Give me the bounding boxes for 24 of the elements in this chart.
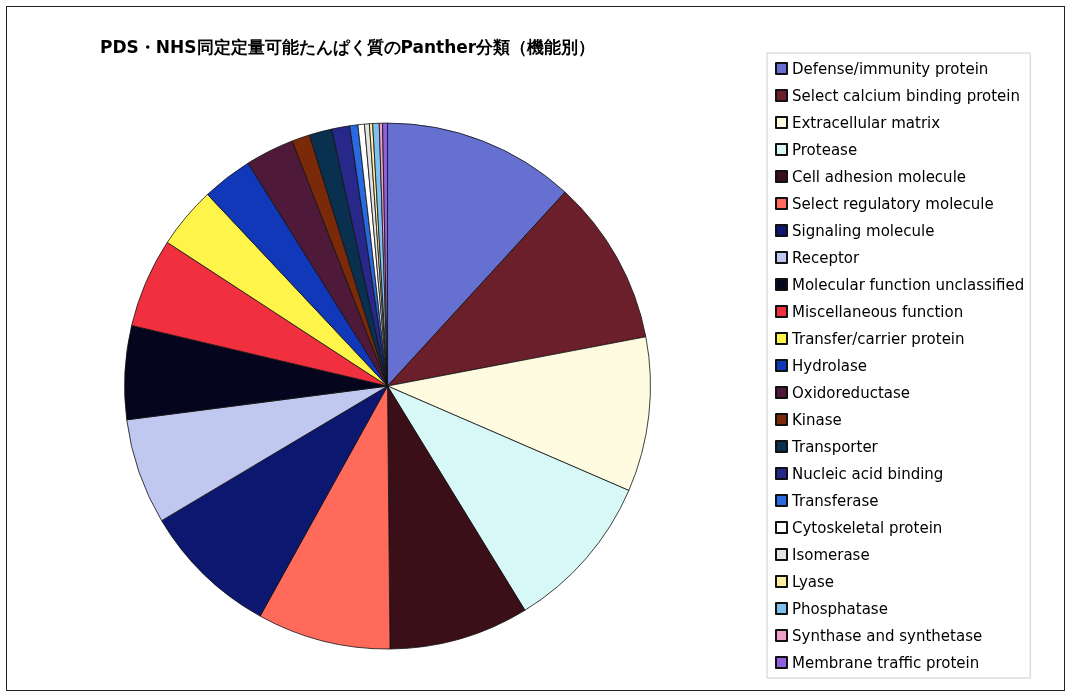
legend-label: Defense/immunity protein bbox=[792, 59, 989, 78]
legend-label: Cytoskeletal protein bbox=[792, 518, 943, 537]
legend-label: Extracellular matrix bbox=[792, 113, 941, 132]
legend-label: Isomerase bbox=[792, 545, 870, 564]
legend-label: Transfer/carrier protein bbox=[791, 329, 965, 348]
legend-label: Receptor bbox=[792, 248, 861, 267]
chart-title: PDS・NHS同定定量可能たんぱく質のPanther分類（機能別） bbox=[100, 36, 596, 57]
legend-label: Protease bbox=[792, 140, 858, 159]
legend-label: Select regulatory molecule bbox=[792, 194, 994, 213]
legend-label: Hydrolase bbox=[792, 356, 868, 375]
legend-label: Signaling molecule bbox=[792, 221, 935, 240]
legend-label: Transferase bbox=[791, 491, 879, 510]
legend-label: Kinase bbox=[792, 410, 842, 429]
legend-label: Phosphatase bbox=[792, 599, 888, 618]
legend-label: Miscellaneous function bbox=[792, 302, 964, 321]
legend-label: Oxidoreductase bbox=[792, 383, 911, 402]
legend-label: Transporter bbox=[791, 437, 879, 456]
legend-label: Nucleic acid binding bbox=[792, 464, 944, 483]
legend-label: Lyase bbox=[792, 572, 835, 591]
legend-label: Membrane traffic protein bbox=[792, 653, 980, 672]
legend-label: Synthase and synthetase bbox=[792, 626, 983, 645]
legend-label: Select calcium binding protein bbox=[792, 86, 1020, 105]
legend-label: Molecular function unclassified bbox=[792, 275, 1025, 294]
legend-label: Cell adhesion molecule bbox=[792, 167, 967, 186]
